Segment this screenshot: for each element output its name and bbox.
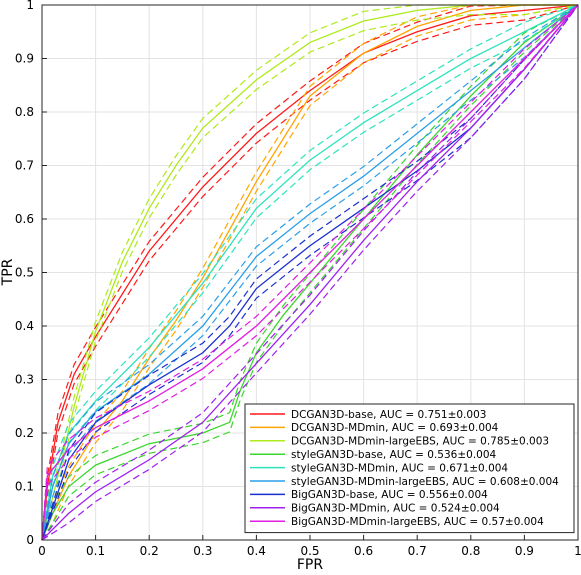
x-tick-label: 1 xyxy=(574,544,581,558)
series-upper-band xyxy=(41,4,579,541)
y-tick-label: 0.5 xyxy=(15,266,34,280)
x-tick-labels: 0 0.1 0.2 0.3 0.4 0.5 0.6 0.7 0.8 0.9 1 xyxy=(38,544,581,558)
x-tick-label: 0.9 xyxy=(515,544,534,558)
series-line xyxy=(41,4,579,541)
legend-entry: styleGAN3D-base, AUC = 0.536±0.004 xyxy=(291,449,497,461)
series-lower-band xyxy=(41,4,579,541)
series-lower-band xyxy=(41,4,579,541)
x-tick-label: 0.8 xyxy=(461,544,480,558)
series-upper-band xyxy=(41,4,578,541)
series-lower-band xyxy=(41,4,579,541)
series-line xyxy=(41,4,579,541)
series-line xyxy=(41,4,579,541)
y-tick-label: 0.8 xyxy=(15,105,34,119)
series-line xyxy=(41,4,579,541)
y-tick-labels: 0 0.1 0.2 0.3 0.4 0.5 0.6 0.7 0.8 0.9 1 xyxy=(15,0,34,547)
legend: DCGAN3D-base, AUC = 0.751±0.003DCGAN3D-M… xyxy=(244,403,575,534)
legend-entry: BigGAN3D-MDmin, AUC = 0.524±0.004 xyxy=(291,503,500,515)
x-tick-label: 0.7 xyxy=(408,544,427,558)
series-lower-band xyxy=(41,4,579,541)
x-tick-label: 0.5 xyxy=(300,544,319,558)
series-lines xyxy=(41,4,579,541)
plot-frame xyxy=(41,4,579,541)
x-axis-label: FPR xyxy=(297,557,323,573)
series-lower-band xyxy=(41,4,579,541)
legend-entry: BigGAN3D-MDmin-largeEBS, AUC = 0.57±0.00… xyxy=(291,516,544,528)
series-lower-band xyxy=(41,4,579,541)
y-tick-label: 1 xyxy=(26,0,34,12)
x-tick-label: 0 xyxy=(38,544,46,558)
y-tick-label: 0 xyxy=(26,533,34,547)
legend-entry: DCGAN3D-base, AUC = 0.751±0.003 xyxy=(291,409,486,421)
x-tick-label: 0.4 xyxy=(247,544,266,558)
x-tick-label: 0.3 xyxy=(193,544,212,558)
series-upper-band xyxy=(41,4,579,541)
series-upper-band xyxy=(41,4,579,541)
y-axis-label: TPR xyxy=(0,258,16,286)
series-upper-band xyxy=(41,4,578,541)
series-lower-band xyxy=(41,4,579,541)
y-tick-label: 0.6 xyxy=(15,212,34,226)
y-tick-label: 0.7 xyxy=(15,159,34,173)
legend-entry: BigGAN3D-base, AUC = 0.556±0.004 xyxy=(291,489,488,501)
y-tick-label: 0.9 xyxy=(15,52,34,66)
x-tick-label: 0.6 xyxy=(354,544,373,558)
y-tick-label: 0.1 xyxy=(15,480,34,494)
y-tick-label: 0.4 xyxy=(15,319,34,333)
series-line xyxy=(41,4,579,541)
y-tick-label: 0.3 xyxy=(15,373,34,387)
legend-box xyxy=(244,403,575,534)
y-tick-label: 0.2 xyxy=(15,426,34,440)
x-tick-label: 0.2 xyxy=(140,544,159,558)
series-lower-band xyxy=(41,4,579,541)
x-tick-label: 0.1 xyxy=(86,544,105,558)
series-line xyxy=(41,4,578,541)
legend-entry: styleGAN3D-MDmin-largeEBS, AUC = 0.608±0… xyxy=(291,476,559,488)
legend-entry: styleGAN3D-MDmin, AUC = 0.671±0.004 xyxy=(291,462,508,474)
series-upper-band xyxy=(41,4,579,541)
legend-entry: DCGAN3D-MDmin, AUC = 0.693±0.004 xyxy=(291,422,499,434)
legend-entry: DCGAN3D-MDmin-largeEBS, AUC = 0.785±0.00… xyxy=(291,436,549,448)
